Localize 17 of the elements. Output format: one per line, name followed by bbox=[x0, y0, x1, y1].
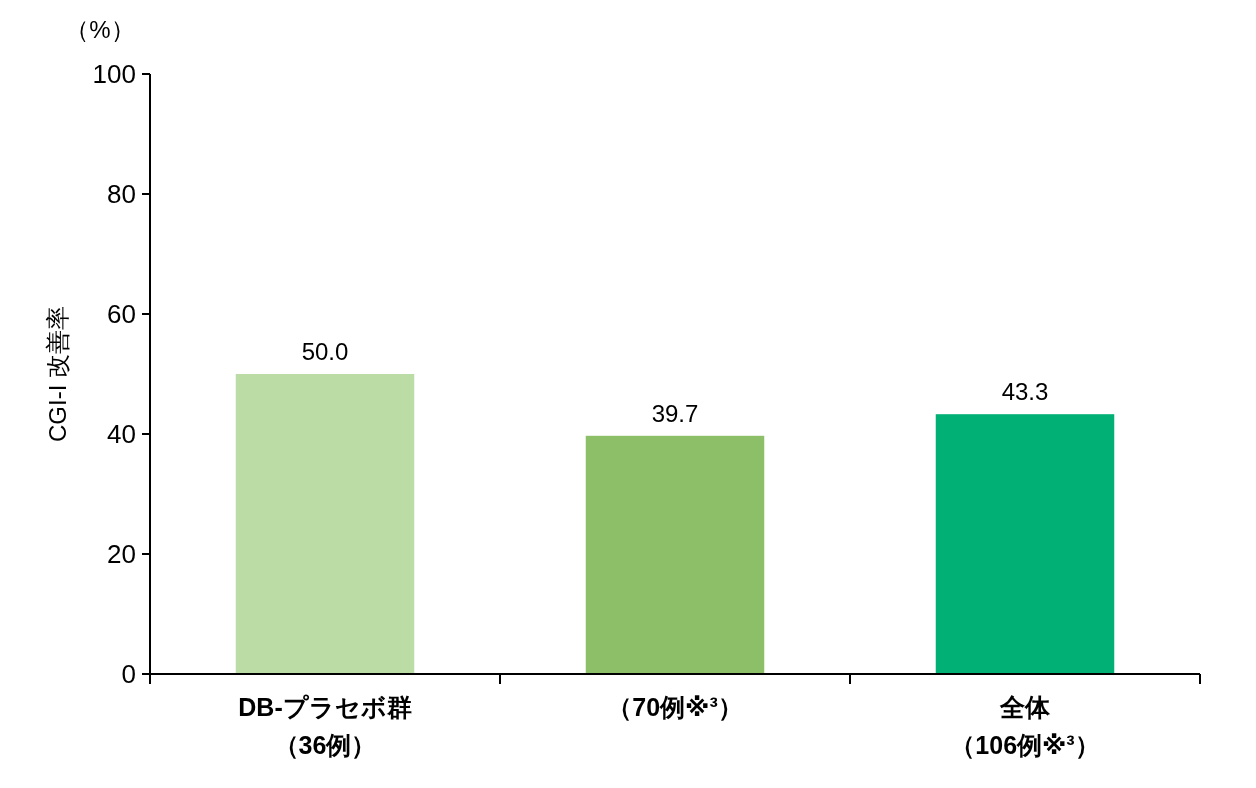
x-tick-label: （70例※³） bbox=[607, 693, 743, 721]
bar bbox=[935, 414, 1115, 674]
bar bbox=[235, 374, 415, 674]
y-tick-label: 0 bbox=[121, 659, 136, 689]
y-tick-label: 80 bbox=[107, 179, 136, 209]
x-tick-label: 全体（106例※³） bbox=[950, 693, 1100, 759]
text: （%） bbox=[65, 16, 135, 43]
y-tick-label: 40 bbox=[107, 419, 136, 449]
bar bbox=[585, 435, 765, 674]
y-tick-label: 60 bbox=[107, 299, 136, 329]
data-label: 50.0 bbox=[301, 338, 349, 365]
y-tick-label: 100 bbox=[92, 59, 136, 89]
data-label: 43.3 bbox=[1001, 378, 1049, 406]
x-tick-label: DB-プラセボ群（36例） bbox=[238, 693, 412, 759]
y-axis-title: CGI-I 改善率 bbox=[44, 306, 71, 442]
y-tick-label: 20 bbox=[107, 539, 136, 569]
data-label: 39.7 bbox=[651, 399, 699, 427]
